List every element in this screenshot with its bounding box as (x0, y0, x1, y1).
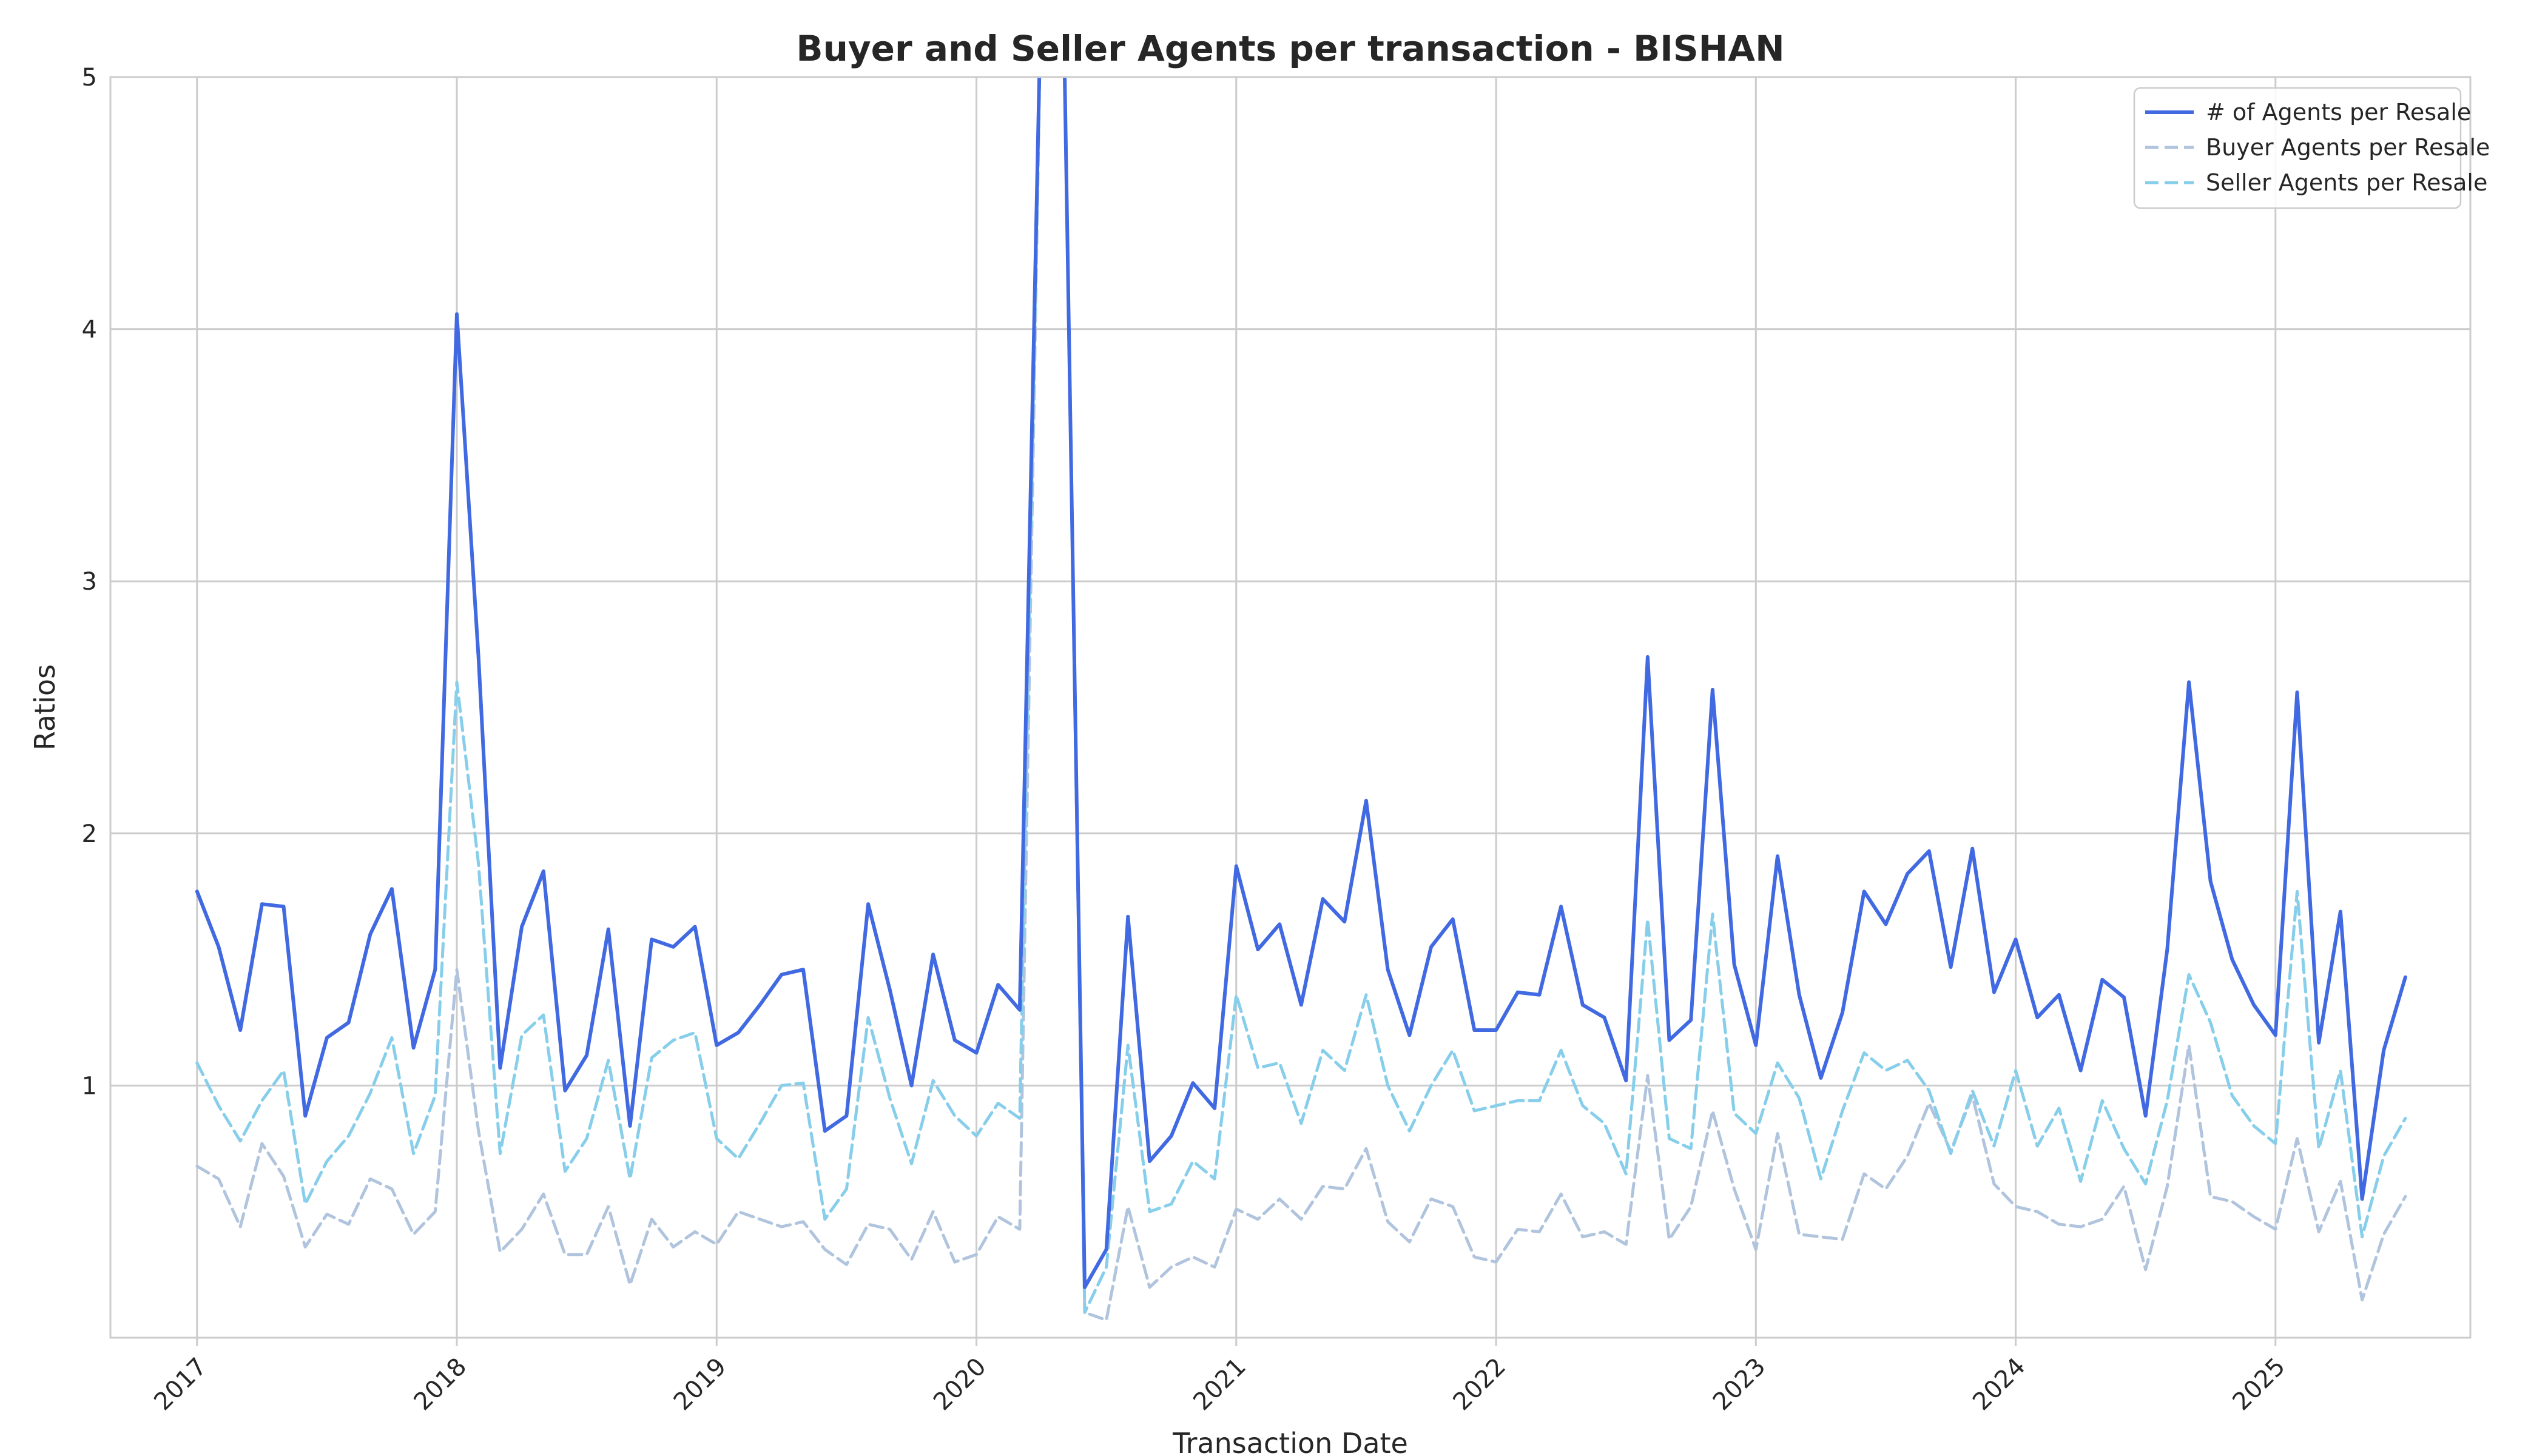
y-axis-label: Ratios (29, 664, 61, 750)
series-line-0 (195, 77, 2407, 1289)
legend: # of Agents per Resale Buyer Agents per R… (2133, 87, 2490, 209)
legend-label: Buyer Agents per Resale (2206, 134, 2490, 161)
plot-frame (109, 76, 2472, 1339)
y-axis-ticks: 1 2 3 4 5 (82, 64, 97, 1100)
series-layer (195, 77, 2407, 1322)
y-tick-label: 4 (82, 316, 97, 344)
legend-label: # of Agents per Resale (2206, 99, 2471, 126)
legend-label: Seller Agents per Resale (2206, 169, 2487, 196)
legend-box (2133, 87, 2462, 209)
y-tick-label: 1 (82, 1072, 97, 1100)
series-line-2 (195, 77, 2407, 1314)
series-line-1 (195, 77, 2407, 1322)
chart-title: Buyer and Seller Agents per transaction … (796, 28, 1784, 69)
x-axis-label: Transaction Date (1172, 1427, 1408, 1456)
y-tick-label: 3 (82, 568, 97, 596)
y-tick-label: 2 (82, 820, 97, 848)
y-tick-label: 5 (82, 64, 97, 92)
